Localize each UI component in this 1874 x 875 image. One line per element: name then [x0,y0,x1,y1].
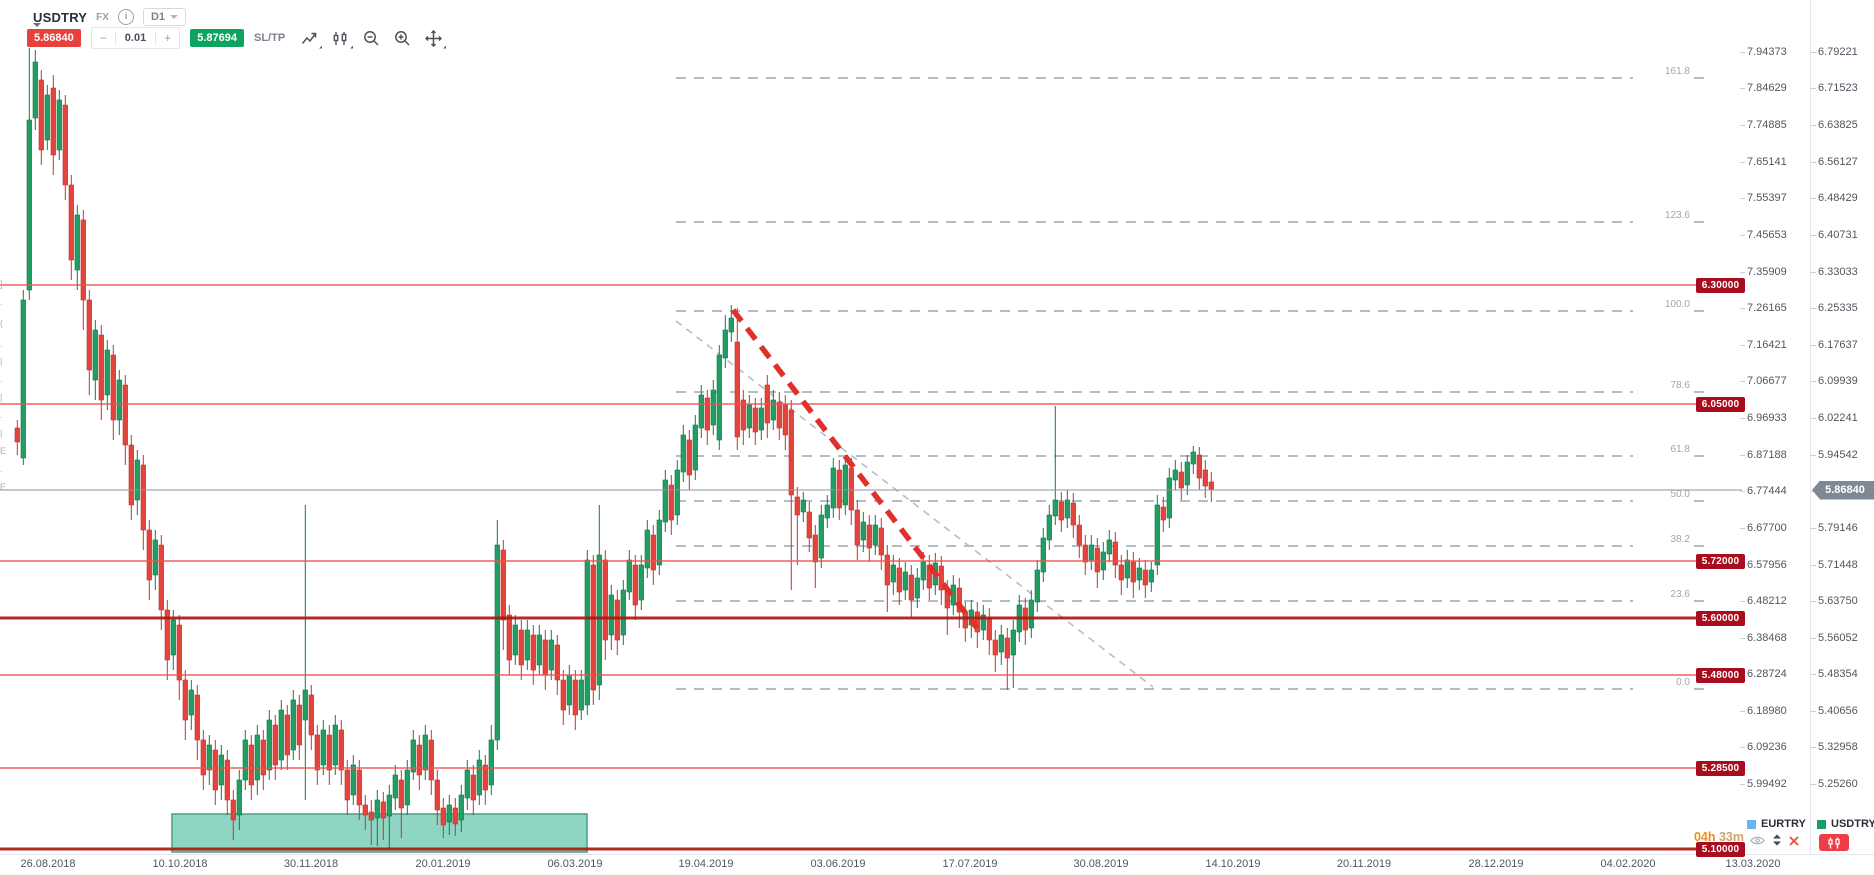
indicators-icon[interactable] [332,30,354,49]
red-trendline [730,308,980,630]
usdtry-color-swatch [1817,819,1826,829]
toolbar-fragment: ] [0,279,3,289]
date-label: 04.02.2020 [1600,858,1656,870]
candles[interactable] [14,48,1214,848]
countdown-hours: 04h [1693,830,1716,844]
price-levels [0,284,1700,851]
toolbar-fragment: ( [0,318,3,328]
svg-text:61.8: 61.8 [1671,444,1691,455]
date-label: 30.11.2018 [283,858,339,870]
crosshair-move-icon[interactable] [425,29,447,49]
timeframe-dropdown[interactable]: D1 [142,8,187,26]
date-label: 19.04.2019 [678,858,734,870]
toolbar-fragment: E [0,482,7,492]
date-label: 20.01.2019 [415,858,471,870]
legend-usdtry: USDTRY [1817,818,1874,851]
current-price-badge: 5.86840 [1812,480,1874,500]
legend-eurtry: EURTRY [1747,818,1806,849]
date-label: 20.11.2019 [1336,858,1392,870]
toolbar-fragment: | [0,356,3,366]
zoom-in-icon[interactable] [394,30,411,47]
toolbar-fragment: | [0,392,3,402]
price-level-badge: 5.60000 [1696,610,1745,626]
toolbar-fragment: . [0,374,3,384]
volume-stepper: − 0.01 + [90,27,181,49]
toolbar-fragment: | [0,428,3,438]
svg-text:161.8: 161.8 [1665,66,1690,77]
remove-x-icon[interactable] [1789,833,1799,851]
date-label: 26.08.2018 [20,858,76,870]
visibility-eye-icon[interactable] [1750,833,1765,851]
toolbar-fragment: . [0,410,3,420]
usdtry-active-badge[interactable] [1819,834,1849,851]
price-level-badge: 5.48000 [1696,667,1745,683]
svg-text:123.6: 123.6 [1665,210,1690,221]
eurtry-color-swatch [1747,819,1756,829]
svg-text:50.0: 50.0 [1671,489,1691,500]
price-level-badge: 5.72000 [1696,553,1745,569]
quote-toolbar: 5.86840 − 0.01 + 5.87694 SL/TP [27,27,447,49]
svg-text:78.6: 78.6 [1671,380,1691,391]
stepper-plus-button[interactable]: + [164,31,172,45]
timeframe-value: D1 [150,11,166,23]
time-axis-border [0,854,1874,855]
toolbar-fragment: . [0,297,3,307]
svg-text:0.0: 0.0 [1676,677,1690,688]
reorder-arrows-icon[interactable] [1772,833,1782,851]
date-label: 17.07.2019 [942,858,998,870]
info-icon[interactable]: i [117,9,134,25]
price-level-badge: 6.30000 [1696,277,1745,293]
symbol-header: USDTRY FX i D1 [33,8,187,26]
stepper-value[interactable]: 0.01 [114,32,157,44]
symbol-market-tag: FX [96,11,109,23]
svg-text:38.2: 38.2 [1671,534,1691,545]
price-level-badge: 5.28500 [1696,760,1745,776]
date-label: 14.10.2019 [1205,858,1261,870]
candlestick-chart[interactable]: 161.8 123.6 100.0 78.6 61.8 50.0 38.2 23.6 0.0 [0,0,1874,855]
price-scale-divider [1810,0,1811,855]
candles-icon [1828,837,1840,848]
bar-close-countdown: 04h 33m [1680,830,1744,844]
price-level-badge: 6.05000 [1696,396,1745,412]
buy-price-button[interactable]: 5.87694 [190,29,244,47]
countdown-minutes: 33m [1718,830,1744,844]
zoom-out-icon[interactable] [363,30,380,47]
date-label: 06.03.2019 [547,858,603,870]
trendline-tool-icon[interactable] [301,30,323,49]
symbol-name: USDTRY [33,9,88,25]
date-label: 30.08.2019 [1073,858,1129,870]
gray-trendline [675,320,1154,688]
date-label: 10.10.2018 [152,858,208,870]
price-direction-down-icon [33,23,41,27]
date-label: 28.12.2019 [1468,858,1524,870]
toolbar-fragment: E [0,446,7,456]
toolbar-fragment: . [0,464,3,474]
fib-retracement: 161.8 123.6 100.0 78.6 61.8 50.0 38.2 23.6 0.0 [676,66,1707,690]
eurtry-label[interactable]: EURTRY [1761,818,1806,830]
price-level-badge: 5.10000 [1696,841,1745,857]
chevron-down-icon [170,15,179,19]
sell-price-button[interactable]: 5.86840 [27,29,81,47]
chart-tool-icons [301,29,447,49]
date-label: 13.03.2020 [1725,858,1781,870]
usdtry-label[interactable]: USDTRY [1831,818,1874,830]
toolbar-fragment: . [0,339,3,349]
svg-text:23.6: 23.6 [1671,589,1691,600]
date-label: 03.06.2019 [810,858,866,870]
stepper-minus-button[interactable]: − [99,31,107,45]
svg-text:100.0: 100.0 [1665,299,1690,310]
sltp-button[interactable]: SL/TP [253,32,286,44]
time-axis[interactable]: 26.08.2018 10.10.2018 30.11.2018 20.01.2019… [0,855,1874,875]
